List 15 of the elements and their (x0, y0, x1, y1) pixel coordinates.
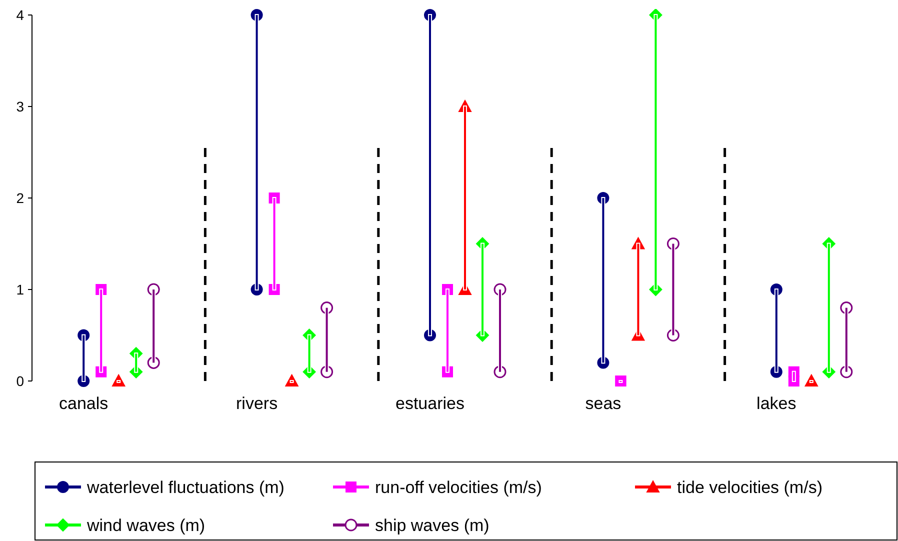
x-tick-label: canals (59, 394, 108, 413)
x-tick-label: rivers (236, 394, 278, 413)
legend-label: waterlevel fluctuations (m) (86, 478, 284, 497)
y-tick-label: 1 (16, 281, 24, 298)
y-tick-label: 2 (16, 190, 24, 206)
legend-label: tide velocities (m/s) (677, 478, 822, 497)
y-tick-label: 0 (16, 372, 24, 389)
y-tick-label: 3 (16, 98, 24, 114)
x-tick-label: lakes (756, 394, 796, 413)
legend-label: ship waves (m) (375, 516, 490, 535)
legend-label: wind waves (m) (86, 516, 206, 535)
x-tick-label: estuaries (396, 394, 464, 413)
legend-label: run-off velocities (m/s) (375, 478, 542, 497)
y-tick-label: 4 (16, 6, 24, 23)
x-tick-label: seas (585, 394, 622, 413)
